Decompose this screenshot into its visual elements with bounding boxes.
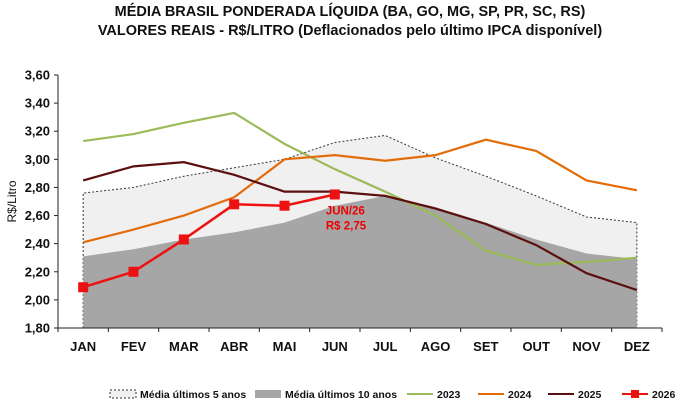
- series-2026-marker: [128, 266, 139, 277]
- x-tick-label: NOV: [572, 339, 601, 354]
- annotation-line2: R$ 2,75: [326, 220, 367, 232]
- chart-title: MÉDIA BRASIL PONDERADA LÍQUIDA (BA, GO, …: [114, 4, 586, 20]
- legend-swatch-media-ultimos-10-anos: [255, 390, 281, 398]
- series-2026-marker: [78, 282, 89, 293]
- y-tick-label: 3,40: [25, 96, 50, 111]
- series-2023-line: [83, 111, 637, 266]
- x-tick-label: MAR: [169, 339, 199, 354]
- y-axis-label: R$/Litro: [5, 180, 19, 222]
- annotation-line1: JUN/26: [326, 205, 365, 217]
- legend-swatch-media-ultimos-5-anos: [109, 389, 137, 399]
- x-tick-label: MAI: [273, 339, 297, 354]
- y-tick-label: 3,20: [25, 124, 50, 139]
- y-tick-label: 3,00: [25, 152, 50, 167]
- y-tick-label: 2,40: [25, 236, 50, 251]
- legend-label-2023: 2023: [437, 389, 461, 401]
- tick-labels-group: 1,80 2,00 2,20 2,40 2,60 2,80 3,00 3,20 3,40 3,60…: [25, 68, 650, 355]
- legend-label-2025: 2025: [578, 389, 602, 401]
- legend-label-media-ultimos-5-anos: Média últimos 5 anos: [140, 389, 246, 401]
- series-2026-marker: [329, 189, 340, 200]
- axes-group: [54, 74, 663, 332]
- x-tick-label: SET: [473, 339, 498, 354]
- x-tick-label: FEV: [121, 339, 147, 354]
- x-tick-label: OUT: [522, 339, 550, 354]
- legend: Média últimos 5 anos Média últimos 10 ano…: [109, 389, 676, 401]
- series-2025-line: [82, 161, 638, 292]
- y-tick-label: 2,80: [25, 180, 50, 195]
- x-tick-label: ABR: [220, 339, 249, 354]
- x-tick-label: JAN: [70, 339, 96, 354]
- x-tick-label: AGO: [421, 339, 451, 354]
- x-tick-label: JUN: [322, 339, 348, 354]
- x-tick-label: DEZ: [624, 339, 650, 354]
- series-2026-line: [82, 193, 336, 289]
- y-tick-label: 2,20: [25, 264, 50, 279]
- series-2026-marker: [279, 200, 290, 211]
- series-2026-marker: [178, 234, 189, 245]
- y-tick-label: 3,60: [25, 68, 50, 83]
- legend-marker-2026: [631, 390, 639, 398]
- legend-label-2024: 2024: [508, 389, 532, 401]
- y-tick-label: 1,80: [25, 321, 50, 336]
- legend-label-media-ultimos-10-anos: Média últimos 10 anos: [285, 389, 397, 401]
- series-2024-line: [82, 138, 638, 244]
- y-tick-label: 2,60: [25, 208, 50, 223]
- y-tick-label: 2,00: [25, 292, 50, 307]
- line-series-group: [78, 111, 638, 293]
- series-2026-marker: [229, 199, 240, 210]
- legend-label-2026: 2026: [652, 389, 676, 401]
- x-tick-label: JUL: [373, 339, 398, 354]
- chart-subtitle: VALORES REAIS - R$/LITRO (Deflacionados …: [97, 23, 603, 39]
